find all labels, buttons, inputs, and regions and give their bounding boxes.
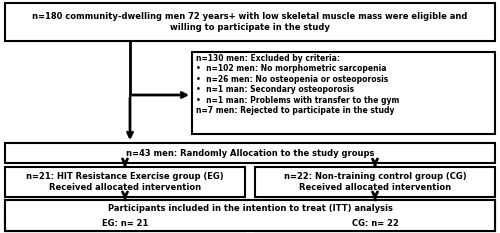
Bar (255, 217, 495, 231)
Bar (5, 200, 495, 217)
Text: n=21: HIT Resistance Exercise group (EG)
Received allocated intervention: n=21: HIT Resistance Exercise group (EG)… (26, 172, 224, 192)
Text: n=43 men: Randomly Allocation to the study groups: n=43 men: Randomly Allocation to the stu… (126, 148, 374, 158)
Text: Participants included in the intention to treat (ITT) analysis: Participants included in the intention t… (108, 204, 393, 213)
Text: CG: n= 22: CG: n= 22 (352, 219, 399, 229)
Bar (5, 3, 495, 41)
Bar (192, 52, 495, 134)
Bar (5, 200, 495, 231)
Bar (255, 167, 495, 197)
Text: EG: n= 21: EG: n= 21 (102, 219, 148, 229)
Text: n=130 men: Excluded by criteria:
•  n=102 men: No morphometric sarcopenia
•  n=2: n=130 men: Excluded by criteria: • n=102… (196, 54, 400, 115)
Bar (5, 143, 495, 163)
Bar (5, 167, 245, 197)
Text: n=22: Non-training control group (CG)
Received allocated intervention: n=22: Non-training control group (CG) Re… (284, 172, 467, 192)
Bar (5, 217, 245, 231)
Text: n=180 community-dwelling men 72 years+ with low skeletal muscle mass were eligib: n=180 community-dwelling men 72 years+ w… (32, 12, 468, 32)
